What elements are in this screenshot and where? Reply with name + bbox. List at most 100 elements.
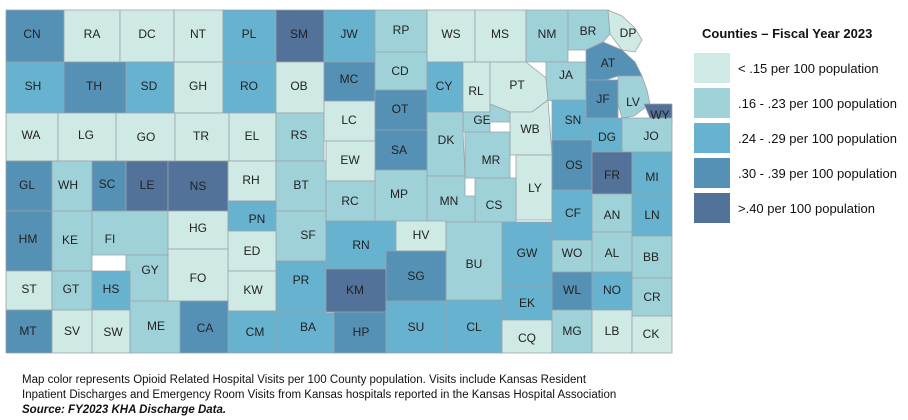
county-label: FI <box>105 232 116 246</box>
county-label: BT <box>293 178 309 192</box>
county-label: CQ <box>518 331 536 345</box>
county-label: RS <box>291 128 308 142</box>
county-label: CY <box>436 79 453 93</box>
county-label: MG <box>562 324 581 338</box>
county-label: CL <box>466 320 482 334</box>
county-label: DK <box>438 133 455 147</box>
county-label: RA <box>84 27 101 41</box>
legend-item: .30 - .39 per 100 population <box>694 156 904 190</box>
county-label: CA <box>197 321 214 335</box>
legend-swatch <box>694 88 730 118</box>
county-gy <box>125 254 169 302</box>
county-label: BU <box>466 257 483 271</box>
county-label: SW <box>103 325 123 339</box>
county-label: CR <box>643 290 661 304</box>
county-label: LV <box>626 95 640 109</box>
county-label: CD <box>391 64 409 78</box>
county-label: SD <box>141 79 158 93</box>
county-label: OS <box>565 158 582 172</box>
county-label: MN <box>440 194 459 208</box>
county-label: DG <box>598 130 616 144</box>
county-label: HV <box>413 228 430 242</box>
legend-item: < .15 per 100 population <box>694 51 904 85</box>
county-label: SC <box>99 177 116 191</box>
county-label: CM <box>246 325 265 339</box>
county-label: EL <box>245 129 260 143</box>
county-label: JO <box>643 129 658 143</box>
county-label: KE <box>62 233 78 247</box>
county-label: GL <box>19 178 35 192</box>
county-label: FR <box>604 168 620 182</box>
county-label: CK <box>643 327 660 341</box>
county-ck <box>631 315 673 354</box>
county-label: RO <box>240 79 258 93</box>
county-label: HM <box>19 232 38 246</box>
county-label: SG <box>407 269 424 283</box>
county-label: BB <box>643 250 659 264</box>
legend: Counties – Fiscal Year 2023 < .15 per 10… <box>694 26 904 226</box>
county-label: GO <box>137 130 156 144</box>
map-footnote: Map color represents Opioid Related Hosp… <box>22 373 616 418</box>
source-citation: Source: FY2023 KHA Discharge Data. <box>22 404 227 416</box>
county-label: OB <box>290 79 307 93</box>
county-label: PR <box>293 273 310 287</box>
legend-label: < .15 per 100 population <box>738 60 879 76</box>
county-label: MP <box>390 187 408 201</box>
county-label: RP <box>393 23 410 37</box>
county-label: NO <box>603 283 621 297</box>
county-label: LE <box>140 178 155 192</box>
county-label: GY <box>141 263 158 277</box>
county-label: MI <box>645 170 658 184</box>
county-label: PT <box>509 78 525 92</box>
county-label: SN <box>565 113 582 127</box>
county-label: KM <box>346 283 364 297</box>
county-label: CS <box>486 198 503 212</box>
legend-label: >.40 per 100 population <box>738 200 875 216</box>
county-label: EW <box>340 153 360 167</box>
footnote-line: Inpatient Discharges and Emergency Room … <box>22 389 617 401</box>
legend-label: .30 - .39 per 100 population <box>738 165 898 181</box>
county-label: OT <box>392 102 409 116</box>
county-label: SM <box>290 27 308 41</box>
county-label: MC <box>340 72 359 86</box>
county-label: WH <box>58 178 78 192</box>
county-label: RH <box>242 173 259 187</box>
county-label: ST <box>21 282 37 296</box>
county-label: SV <box>64 324 80 338</box>
county-label: JF <box>596 92 609 106</box>
legend-item: >.40 per 100 population <box>694 191 904 225</box>
county-label: WL <box>563 283 581 297</box>
county-lv <box>617 75 651 119</box>
county-label: NM <box>538 27 557 41</box>
county-label: AL <box>605 246 620 260</box>
county-label: SA <box>391 143 407 157</box>
county-label: GT <box>63 282 80 296</box>
legend-swatch <box>694 123 730 153</box>
county-label: JW <box>340 27 358 41</box>
county-label: SH <box>25 79 42 93</box>
county-label: RN <box>352 238 369 252</box>
county-label: RC <box>341 194 359 208</box>
county-label: SF <box>300 228 315 242</box>
legend-item: .24 - .29 per 100 population <box>694 121 904 155</box>
county-label: DC <box>138 27 156 41</box>
county-label: WA <box>22 128 41 142</box>
county-label: MS <box>491 27 509 41</box>
county-label: JA <box>559 68 573 82</box>
county-label: NT <box>190 27 207 41</box>
county-label: HS <box>103 282 120 296</box>
county-label: RL <box>468 84 484 98</box>
county-label: KW <box>243 283 263 297</box>
legend-swatch <box>694 193 730 223</box>
county-label: AN <box>604 208 621 222</box>
county-label: WO <box>562 246 583 260</box>
county-fi <box>91 210 169 256</box>
county-label: LY <box>528 181 542 195</box>
county-label: WB <box>520 122 539 136</box>
county-label: AT <box>601 56 616 70</box>
county-label: LG <box>78 128 94 142</box>
county-label: LC <box>341 113 357 127</box>
county-label: MT <box>19 324 37 338</box>
county-label: WY <box>650 108 669 122</box>
county-label: SU <box>408 320 425 334</box>
